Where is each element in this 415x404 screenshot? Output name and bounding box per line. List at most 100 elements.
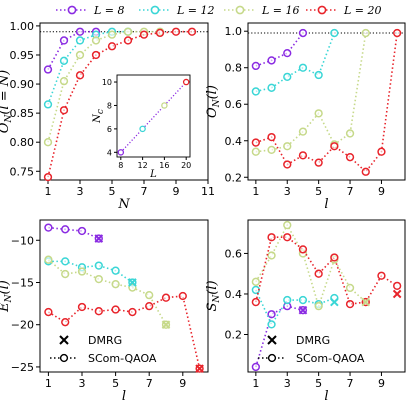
data-point (43, 138, 53, 147)
inset-y-tick-label: 8 (107, 101, 112, 110)
data-point (75, 36, 85, 45)
legend-label: L = 12 (176, 4, 215, 17)
legend-entry: L = 20 (306, 4, 382, 17)
series (44, 257, 137, 287)
series-line (47, 295, 201, 369)
y-tick-label: 0.4 (225, 288, 243, 301)
data-point (123, 36, 133, 45)
y-tick-label: 1.00 (10, 20, 35, 33)
y-axis-label: ON(l = N) (0, 70, 14, 133)
x-tick-label: 9 (378, 185, 385, 198)
series-line (48, 260, 133, 284)
data-point (43, 172, 53, 182)
y-tick-label: 0.2 (225, 329, 243, 342)
data-point (155, 28, 165, 38)
series-line (255, 223, 367, 309)
inset-x-tick-label: 20 (181, 161, 191, 170)
data-point (314, 269, 323, 278)
data-point (314, 158, 323, 167)
x-tick-label: 1 (252, 185, 259, 198)
inset-x-tick-label: 8 (118, 161, 123, 170)
data-point (44, 255, 53, 264)
y-axis-label: ON(l) (205, 85, 222, 118)
inset-y-tick-label: 10 (102, 78, 112, 87)
series-line (47, 30, 192, 178)
method-legend: DMRG SCom-QAOA (50, 334, 157, 365)
data-point (330, 142, 339, 151)
data-point (314, 109, 323, 118)
data-point (283, 142, 292, 151)
data-point (107, 42, 117, 51)
inset-frame (116, 74, 191, 158)
dmrg-marker (195, 364, 204, 373)
data-point (251, 87, 261, 96)
data-point (61, 225, 70, 234)
data-point (330, 253, 339, 262)
inset-y-tick-label: 4 (107, 148, 112, 157)
inset-data-point (182, 78, 190, 86)
y-tick-label: 0.75 (10, 165, 35, 178)
data-point (94, 261, 103, 270)
y-tick-label: 0.80 (10, 136, 35, 149)
data-point (44, 307, 53, 317)
x-tick-label: 1 (45, 377, 52, 390)
y-tick-label: 0.4 (225, 135, 243, 148)
data-point (283, 160, 292, 169)
series (44, 223, 103, 243)
panel-d-entropy-vs-l: 1 3 5 7 9 0.2 0.4 0.6 l SN(l) DMRG SCom-QAOA (205, 219, 406, 404)
series-line (255, 305, 304, 368)
data-point (77, 302, 87, 312)
data-point (283, 233, 292, 242)
data-point (187, 27, 197, 36)
series (251, 28, 339, 96)
y-tick-label: 0.95 (10, 49, 35, 62)
dmrg-marker (161, 320, 171, 330)
dmrg-marker (361, 297, 371, 307)
series (251, 285, 339, 329)
y-tick-label: 0.8 (225, 62, 243, 75)
x-axis-label: l (122, 389, 126, 404)
series-line (48, 226, 100, 240)
inset-y-tick-label: 6 (107, 125, 112, 134)
data-point (267, 56, 276, 65)
legend-label: L = 16 (261, 4, 300, 17)
y-tick-label: −20 (11, 319, 34, 332)
data-point (43, 65, 53, 74)
legend: L = 8 L = 12 L = 16 L = 20 (56, 4, 382, 17)
data-point (251, 362, 261, 372)
series (44, 291, 204, 373)
x-tick-label: 11 (201, 185, 215, 198)
method-legend-qaoa: SCom-QAOA (258, 352, 365, 365)
data-point (59, 106, 69, 115)
inset-y-axis-label: Nc (92, 109, 106, 124)
data-point (283, 48, 292, 58)
y-tick-label: −15 (11, 276, 34, 289)
x-tick-label: 5 (112, 377, 119, 390)
data-point (94, 307, 103, 316)
data-point (267, 83, 276, 92)
data-point (298, 127, 308, 136)
data-point (267, 145, 276, 155)
data-point (298, 28, 308, 38)
data-point (77, 226, 87, 236)
legend-entry: L = 8 (56, 4, 125, 17)
inset-critical-N-vs-L: 8 12 16 20 4 6 8 10 L Nc (92, 74, 191, 180)
data-point (251, 297, 261, 307)
x-axis-label: l (324, 197, 328, 212)
data-point (123, 27, 133, 36)
legend-entry: L = 16 (224, 4, 300, 17)
series (251, 28, 308, 71)
series (44, 255, 171, 329)
series (251, 28, 402, 176)
y-tick-label: −10 (11, 234, 34, 247)
data-point (111, 305, 120, 314)
method-legend-qaoa: SCom-QAOA (50, 352, 157, 365)
data-point (251, 277, 261, 286)
data-point (94, 274, 103, 284)
y-tick-label: 1.0 (225, 25, 243, 38)
inset-x-axis-label: L (149, 169, 157, 180)
x-tick-label: 7 (141, 185, 148, 198)
panel-c-energy-vs-l: 1 3 5 7 9 −25 −20 −15 −10 l EN(l) DMRG SCom-QAOA (0, 219, 209, 404)
data-point (393, 28, 402, 38)
legend-label: L = 20 (343, 4, 382, 17)
